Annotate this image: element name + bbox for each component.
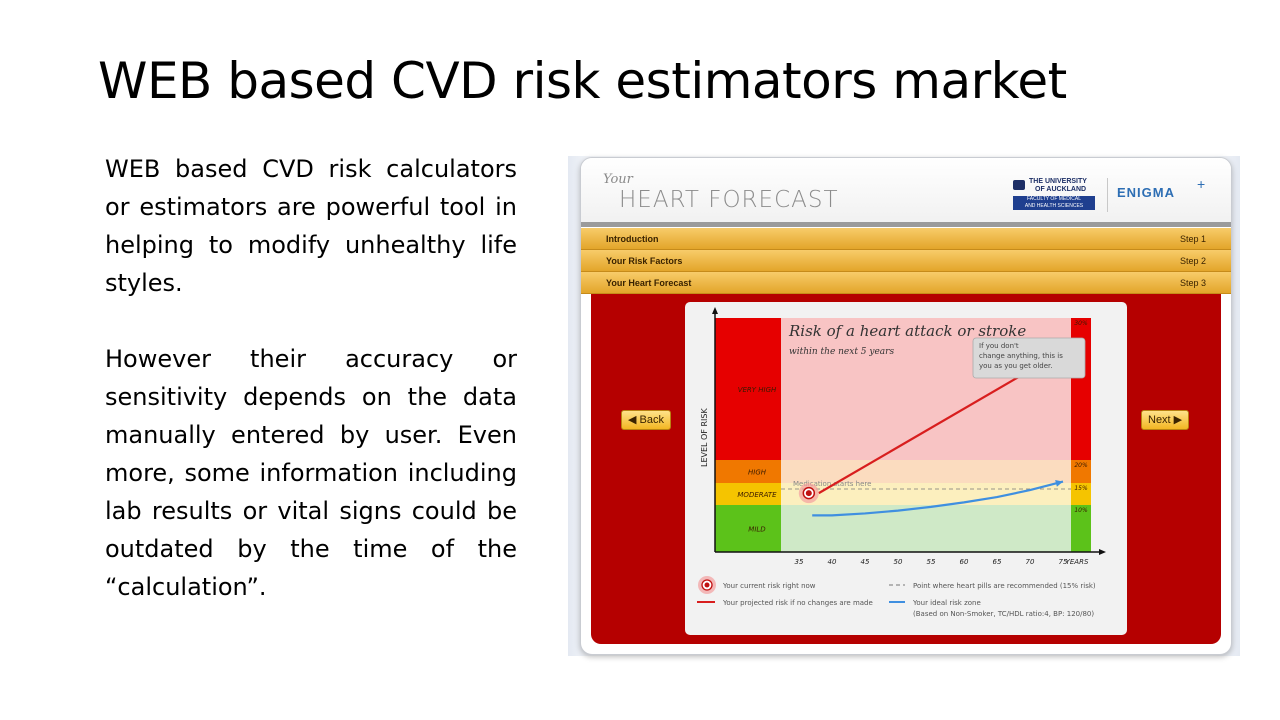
x-tick-label: 50: [894, 558, 903, 566]
faculty-line-1: FACULTY OF MEDICAL: [1027, 196, 1081, 202]
y-axis-label: LEVEL OF RISK: [700, 408, 709, 467]
zone-label: MODERATE: [737, 491, 777, 499]
next-button[interactable]: Next ▶: [1141, 410, 1190, 430]
step-number: Step 3: [1179, 278, 1206, 288]
paragraph-2: However their accuracy or sensitivity de…: [105, 340, 517, 606]
step-name: Introduction: [606, 234, 659, 244]
x-tick-label: 45: [861, 558, 870, 566]
x-tick-label: 60: [960, 558, 969, 566]
faculty-line-2: AND HEALTH SCIENCES: [1024, 203, 1084, 209]
zone-right-band: [1071, 460, 1091, 483]
chart-title: Risk of a heart attack or stroke: [788, 322, 1026, 340]
logo-your: Your: [603, 172, 633, 187]
paragraph-2-main: However their accuracy or sensitivity de…: [105, 345, 517, 563]
x-axis-arrow: [1099, 549, 1106, 555]
x-tick-label: 65: [993, 558, 1002, 566]
legend-text: Your ideal risk zone: [912, 599, 981, 607]
paragraph-2-tail: time of the “calculation”.: [105, 535, 517, 601]
plus-icon: +: [1197, 176, 1206, 192]
zone-label-band: [715, 318, 781, 460]
step-risk-factors[interactable]: Your Risk Factors Step 2: [581, 250, 1231, 272]
partner-logo: ENIGMA: [1117, 185, 1175, 200]
forecast-chart: VERY HIGH 30% HIGH 20% MODERATE 15% MILD 10% LEV…: [697, 307, 1106, 618]
zone-label: MILD: [748, 526, 766, 534]
university-logo: THE UNIVERSITY OF AUCKLAND FACULTY OF ME…: [1013, 178, 1097, 212]
zone-label-band: [715, 483, 781, 505]
step-heart-forecast[interactable]: Your Heart Forecast Step 3: [581, 272, 1231, 294]
zone-right-band: [1071, 483, 1091, 505]
target-icon-core: [704, 582, 710, 588]
paragraph-1: WEB based CVD risk calculators or estima…: [105, 155, 517, 297]
callout-line: change anything, this is: [979, 352, 1063, 360]
zone-label: HIGH: [748, 469, 767, 477]
forecast-chart-card: VERY HIGH 30% HIGH 20% MODERATE 15% MILD 10% LEV…: [685, 302, 1127, 635]
zone-label-band: [715, 505, 781, 552]
step-intro[interactable]: Introduction Step 1: [581, 228, 1231, 250]
header-divider: [1107, 178, 1108, 212]
university-line-1: THE UNIVERSITY: [1029, 178, 1087, 185]
zone-tick-label: 10%: [1074, 507, 1088, 514]
app-screenshot: Your HEART FORECAST THE UNIVERSITY OF AU…: [580, 157, 1232, 655]
zone-right-band: [1071, 505, 1091, 552]
current-risk-point: [805, 490, 812, 497]
back-button[interactable]: ◀ Back: [621, 410, 671, 430]
x-tick-label: 75: [1059, 558, 1068, 566]
callout-line: If you don't: [979, 342, 1019, 350]
step-number: Step 2: [1179, 256, 1206, 266]
zone-tick-label: 30%: [1074, 320, 1088, 327]
legend-text: Point where heart pills are recommended …: [913, 582, 1096, 590]
forecast-panel: ◀ Back Next ▶ VERY HIGH 30% HIGH 20% MODERAT…: [591, 294, 1221, 644]
ideal-risk-arrow: [1055, 480, 1063, 487]
x-tick-label: 40: [828, 558, 837, 566]
step-number: Step 1: [1179, 234, 1206, 244]
legend-text: Your current risk right now: [722, 582, 816, 590]
slide-body: WEB based CVD risk calculators or estima…: [105, 150, 517, 606]
header-strip: [581, 222, 1231, 227]
app-header: Your HEART FORECAST THE UNIVERSITY OF AU…: [581, 158, 1231, 224]
medication-label: Medication starts here: [793, 480, 871, 488]
step-name: Your Risk Factors: [606, 256, 683, 266]
zone-band: [781, 505, 1071, 552]
crest-icon: [1013, 180, 1025, 190]
step-name: Your Heart Forecast: [606, 278, 692, 288]
callout-line: you as you get older.: [979, 362, 1053, 370]
x-tick-label: 35: [795, 558, 804, 566]
zone-tick-label: 20%: [1074, 462, 1088, 469]
ideal-risk-line: [812, 480, 1064, 517]
zone-tick-label: 15%: [1074, 485, 1088, 492]
legend-note: (Based on Non-Smoker, TC/HDL ratio:4, BP…: [913, 610, 1094, 618]
slide-title: WEB based CVD risk estimators market: [98, 52, 1067, 110]
y-axis-arrow: [712, 307, 718, 314]
university-line-2: OF AUCKLAND: [1035, 186, 1087, 193]
faculty-band: FACULTY OF MEDICAL AND HEALTH SCIENCES: [1013, 196, 1095, 210]
zone-band: [781, 460, 1071, 483]
app-logo: HEART FORECAST: [619, 187, 839, 213]
x-tick-label: 70: [1026, 558, 1035, 566]
zone-label-band: [715, 460, 781, 483]
x-tick-label: 55: [927, 558, 936, 566]
callout-box: [972, 337, 1086, 379]
x-axis-label: YEARS: [1066, 558, 1089, 566]
legend-text: Your projected risk if no changes are ma…: [722, 599, 873, 607]
zone-band: [781, 483, 1071, 505]
chart-subtitle: within the next 5 years: [789, 347, 894, 357]
zone-label: VERY HIGH: [738, 386, 777, 394]
